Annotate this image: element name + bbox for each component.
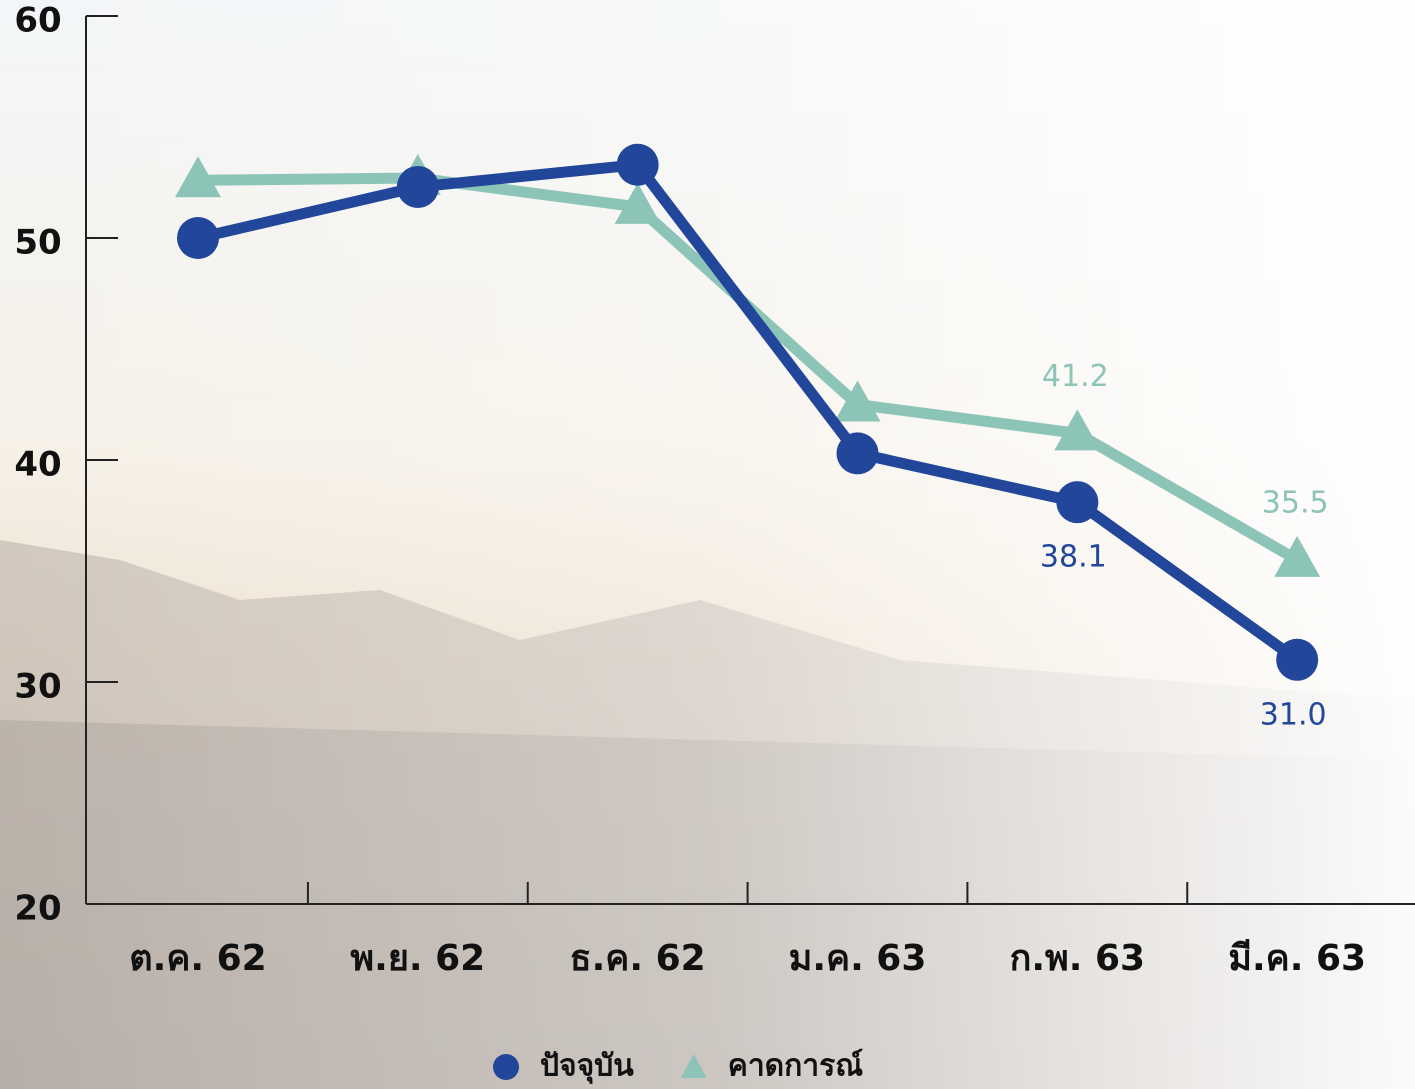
legend-label: คาดการณ์: [728, 1049, 864, 1084]
y-tick-label: 40: [14, 445, 61, 485]
x-tick-label: ต.ค. 62: [129, 938, 266, 979]
value-label: 41.2: [1042, 359, 1109, 394]
circle-marker: [396, 165, 439, 208]
y-tick-label: 20: [14, 889, 61, 929]
y-tick-label: 30: [14, 667, 61, 707]
legend-marker: [493, 1054, 519, 1080]
circle-marker: [1056, 481, 1099, 524]
y-tick-label: 50: [14, 223, 61, 263]
x-tick-label: ก.พ. 63: [1010, 938, 1146, 979]
x-tick-label: ม.ค. 63: [789, 938, 927, 979]
circle-marker: [836, 432, 879, 475]
x-tick-label: มี.ค. 63: [1228, 938, 1366, 979]
series: 38.1 31.0: [177, 143, 1327, 732]
circle-marker: [616, 143, 659, 186]
value-label: 38.1: [1040, 540, 1107, 575]
triangle-marker: [614, 182, 661, 224]
legend-label: ปัจจุบัน: [540, 1049, 634, 1085]
y-tick-label: 60: [14, 1, 61, 41]
value-label: 35.5: [1262, 485, 1329, 520]
triangle-marker: [834, 380, 881, 422]
legend-marker: [680, 1054, 707, 1078]
circle-marker: [177, 217, 219, 259]
triangle-marker: [1274, 535, 1321, 577]
circle-marker: [1276, 638, 1319, 681]
value-label: 31.0: [1260, 697, 1327, 732]
x-tick-label: พ.ย. 62: [350, 938, 485, 979]
triangle-marker: [175, 156, 221, 198]
series-line: [196, 159, 1301, 665]
x-tick-label: ธ.ค. 62: [570, 938, 706, 979]
triangle-marker: [1054, 409, 1101, 451]
